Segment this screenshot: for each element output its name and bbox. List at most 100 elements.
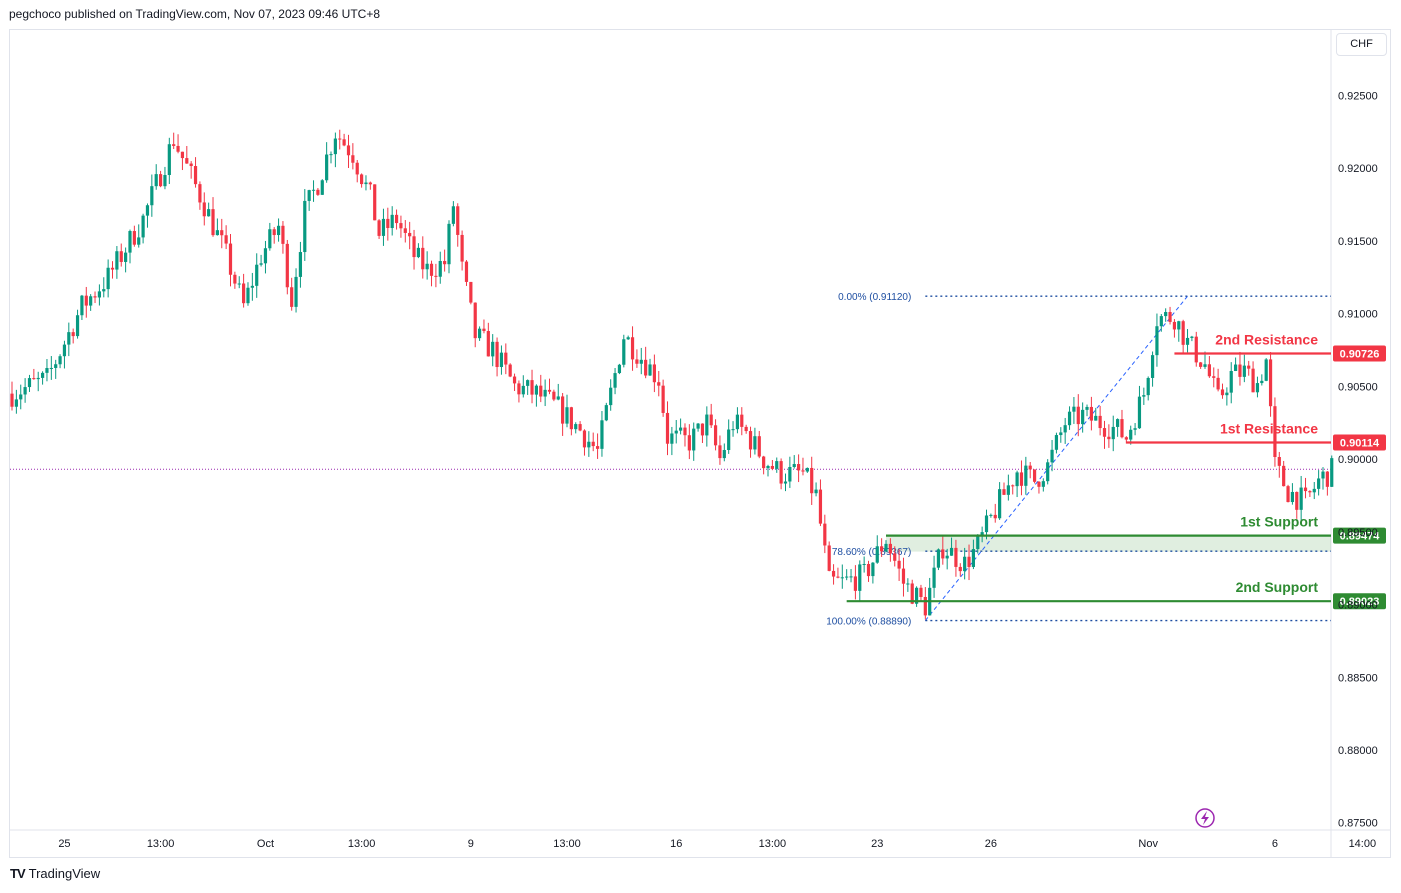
price-tag — [1333, 434, 1386, 451]
candle-body — [215, 230, 219, 236]
x-tick-label: Oct — [257, 838, 274, 850]
candle — [622, 334, 626, 368]
price-tag-label: 0.90726 — [1340, 348, 1380, 360]
candle — [823, 514, 827, 554]
candle-body — [1159, 316, 1163, 327]
candle-body — [936, 549, 941, 568]
candle — [1120, 409, 1124, 439]
candle-body — [941, 549, 945, 559]
candle — [836, 567, 840, 579]
candle — [158, 170, 163, 188]
candle-body — [823, 523, 827, 546]
candle — [914, 586, 919, 607]
candle — [661, 379, 665, 417]
price-tag — [1333, 593, 1386, 610]
fibonacci-layer: 0.00% (0.91120) 78.60% (0.89367) 100.00% (… — [826, 292, 1331, 628]
candle-body — [604, 405, 608, 421]
candle-body — [1268, 359, 1273, 407]
candle-body — [456, 206, 460, 235]
candle — [617, 363, 622, 375]
candle — [443, 249, 447, 272]
x-tick-label: 13:00 — [553, 838, 581, 850]
candle-body — [67, 332, 71, 345]
candle-body — [504, 352, 508, 365]
candle-body — [71, 332, 75, 337]
candle-body — [526, 380, 530, 386]
candle — [211, 197, 215, 237]
candle-body — [1212, 376, 1216, 378]
candle — [1019, 460, 1024, 496]
candle — [19, 384, 23, 410]
candle-body — [14, 399, 18, 407]
candle — [552, 389, 556, 402]
candle — [561, 393, 565, 436]
candle-body — [1277, 457, 1281, 466]
candle — [434, 263, 438, 288]
candle-body — [1063, 425, 1067, 433]
candle — [941, 536, 945, 565]
candle-body — [862, 563, 866, 565]
candle — [1207, 356, 1211, 378]
candle-body — [36, 377, 40, 380]
candle — [578, 421, 582, 432]
candle-body — [150, 186, 154, 206]
candle — [110, 261, 115, 279]
candle-body — [875, 546, 879, 563]
candle-body — [858, 564, 862, 591]
candle — [1094, 407, 1098, 421]
candle-body — [1264, 359, 1268, 381]
candle — [696, 423, 700, 432]
candle-body — [783, 481, 788, 484]
price-tag-label: 0.89023 — [1340, 596, 1380, 608]
candle-body — [460, 234, 464, 262]
candle-body — [298, 252, 303, 277]
candle-body — [792, 464, 796, 467]
candle — [1072, 397, 1076, 424]
candle-body — [901, 568, 906, 584]
candle-body — [1238, 364, 1242, 377]
candle-body — [713, 425, 718, 446]
candle-body — [582, 430, 587, 448]
candle-body — [648, 364, 652, 376]
candle-body — [311, 189, 316, 191]
candle — [27, 374, 32, 392]
candle — [893, 546, 897, 567]
candle — [132, 225, 136, 247]
candle-body — [845, 576, 849, 578]
candle — [215, 218, 219, 236]
candle-body — [137, 237, 141, 245]
candle — [469, 281, 473, 305]
candle-body — [884, 543, 888, 552]
footer-brand[interactable]: TV TradingView — [10, 866, 100, 881]
candles-layer — [10, 129, 1334, 620]
candle-body — [1037, 481, 1041, 487]
candle-body — [574, 424, 578, 430]
candle-body — [1234, 364, 1238, 371]
lightning-icon-bolt — [1201, 811, 1209, 825]
candle — [67, 322, 71, 357]
candle-body — [124, 252, 128, 262]
candle-body — [644, 359, 648, 376]
fib-level-label: 78.60% (0.89367) — [832, 547, 912, 558]
candle — [1282, 460, 1286, 487]
candle-body — [1137, 396, 1142, 429]
currency-button[interactable]: CHF — [1336, 33, 1387, 56]
candle — [342, 133, 346, 147]
candle-body — [626, 337, 630, 340]
candle-body — [735, 414, 740, 430]
candle-body — [595, 446, 600, 449]
candle-body — [914, 587, 919, 604]
candle-body — [748, 431, 753, 450]
candle — [595, 433, 600, 459]
candle — [84, 286, 88, 318]
candle-body — [1050, 449, 1054, 463]
candle-body — [630, 337, 635, 360]
candle — [403, 220, 407, 243]
lightning-icon-ring — [1195, 808, 1215, 828]
candle — [316, 187, 320, 196]
candle — [945, 548, 949, 570]
candle-body — [976, 536, 980, 550]
candle-body — [1181, 321, 1185, 345]
candle — [1277, 451, 1281, 478]
